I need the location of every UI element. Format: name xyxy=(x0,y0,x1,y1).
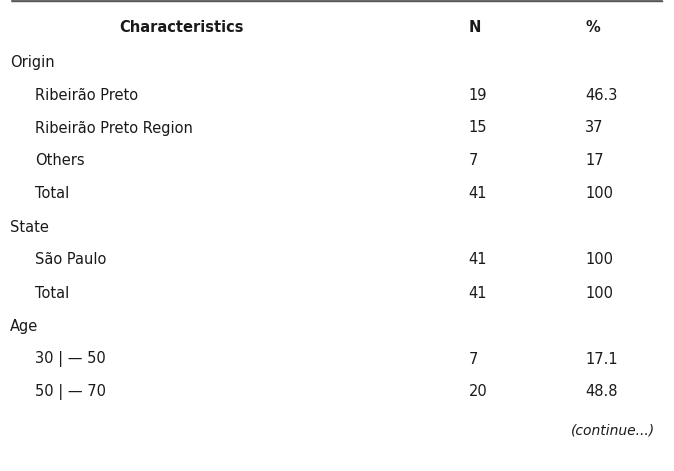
Text: %: % xyxy=(585,21,600,35)
Text: 17.1: 17.1 xyxy=(585,351,617,366)
Text: 19: 19 xyxy=(468,88,487,103)
Text: Characteristics: Characteristics xyxy=(120,21,244,35)
Text: 41: 41 xyxy=(468,285,487,300)
Text: Ribeirão Preto: Ribeirão Preto xyxy=(35,88,138,103)
Text: Origin: Origin xyxy=(10,55,55,70)
Text: 7: 7 xyxy=(468,154,478,169)
Text: 30 | — 50: 30 | — 50 xyxy=(35,351,106,367)
Text: State: State xyxy=(10,219,49,235)
Text: 46.3: 46.3 xyxy=(585,88,617,103)
Text: 100: 100 xyxy=(585,285,613,300)
Text: 41: 41 xyxy=(468,187,487,202)
Text: 50 | — 70: 50 | — 70 xyxy=(35,384,106,400)
Text: 20: 20 xyxy=(468,384,487,399)
Text: 37: 37 xyxy=(585,121,603,136)
Text: Total: Total xyxy=(35,285,69,300)
Text: 100: 100 xyxy=(585,252,613,268)
Text: 15: 15 xyxy=(468,121,487,136)
Text: Total: Total xyxy=(35,187,69,202)
Text: 48.8: 48.8 xyxy=(585,384,617,399)
Text: N: N xyxy=(468,21,481,35)
Text: 100: 100 xyxy=(585,187,613,202)
Text: (continue...): (continue...) xyxy=(571,424,655,438)
Text: 41: 41 xyxy=(468,252,487,268)
Text: 17: 17 xyxy=(585,154,604,169)
Text: Ribeirão Preto Region: Ribeirão Preto Region xyxy=(35,121,193,136)
Text: Others: Others xyxy=(35,154,85,169)
Text: São Paulo: São Paulo xyxy=(35,252,106,268)
Text: 7: 7 xyxy=(468,351,478,366)
Text: Age: Age xyxy=(10,318,38,333)
